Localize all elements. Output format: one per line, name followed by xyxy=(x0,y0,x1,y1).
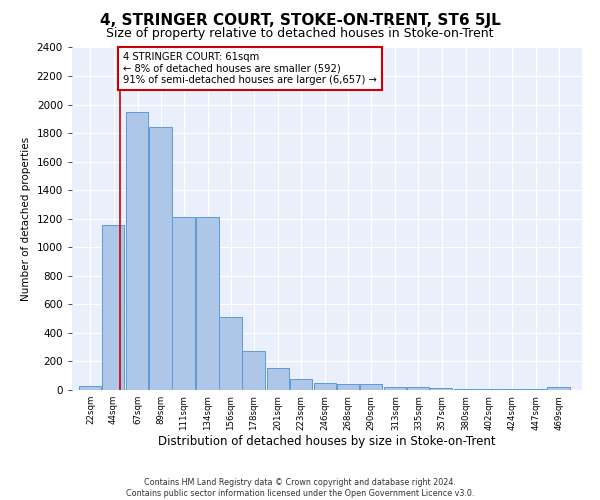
Text: Contains HM Land Registry data © Crown copyright and database right 2024.
Contai: Contains HM Land Registry data © Crown c… xyxy=(126,478,474,498)
Bar xyxy=(430,388,452,390)
Text: Size of property relative to detached houses in Stoke-on-Trent: Size of property relative to detached ho… xyxy=(106,28,494,40)
Bar xyxy=(79,386,101,390)
Bar xyxy=(126,112,148,390)
Bar xyxy=(172,216,194,390)
Text: 4 STRINGER COURT: 61sqm
← 8% of detached houses are smaller (592)
91% of semi-de: 4 STRINGER COURT: 61sqm ← 8% of detached… xyxy=(123,52,377,85)
Bar xyxy=(242,352,265,390)
Bar xyxy=(384,387,406,390)
Bar xyxy=(196,216,218,390)
Bar xyxy=(547,387,570,390)
Bar xyxy=(149,128,172,390)
Bar xyxy=(314,383,336,390)
Bar xyxy=(220,317,242,390)
Bar xyxy=(337,384,359,390)
Y-axis label: Number of detached properties: Number of detached properties xyxy=(21,136,31,301)
Bar xyxy=(407,387,430,390)
Bar xyxy=(290,378,312,390)
Text: 4, STRINGER COURT, STOKE-ON-TRENT, ST6 5JL: 4, STRINGER COURT, STOKE-ON-TRENT, ST6 5… xyxy=(100,12,500,28)
X-axis label: Distribution of detached houses by size in Stoke-on-Trent: Distribution of detached houses by size … xyxy=(158,436,496,448)
Bar xyxy=(360,384,382,390)
Bar xyxy=(102,225,124,390)
Bar xyxy=(266,368,289,390)
